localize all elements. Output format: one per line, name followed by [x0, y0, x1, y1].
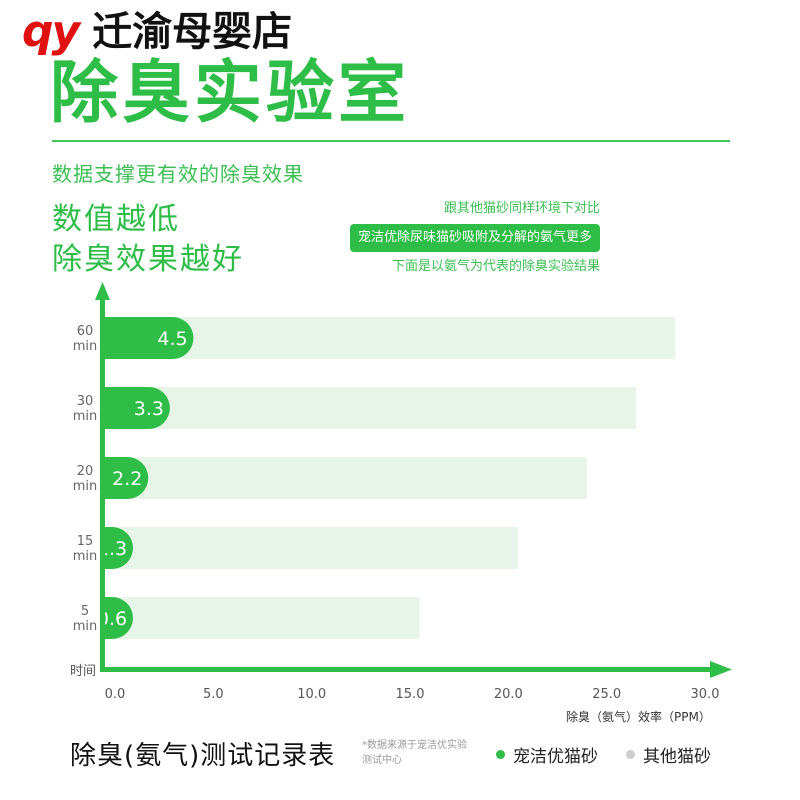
y-tick-label: 30 — [77, 394, 94, 409]
bar-other-litter — [105, 457, 587, 499]
title-divider — [52, 140, 730, 142]
y-tick-label: 5 — [81, 604, 89, 619]
bar-value-label: 2.2 — [112, 468, 142, 490]
y-axis-label: 时间 — [70, 664, 97, 679]
comparison-notes: 跟其他猫砂同样环境下对比 宠洁优除尿味猫砂吸附及分解的氨气更多 下面是以氨气为代… — [300, 198, 600, 278]
y-tick-label: 60 — [77, 324, 94, 339]
bar-brand-litter — [105, 317, 194, 359]
x-tick-label: 0.0 — [105, 687, 126, 702]
legend-dot-other — [626, 750, 635, 759]
bar-brand-litter — [105, 527, 133, 569]
y-tick-unit: min — [73, 409, 98, 424]
slogan-line-2: 除臭效果越好 — [52, 242, 244, 277]
y-tick-unit: min — [73, 479, 98, 494]
shop-brand: qy 迁渝母婴店 — [22, 4, 292, 60]
x-axis-label: 除臭（氨气）效率（PPM） — [566, 710, 711, 724]
y-tick-unit: min — [73, 549, 98, 564]
bar-value-label: 3.3 — [134, 398, 164, 420]
x-tick-label: 10.0 — [297, 687, 326, 702]
y-axis-line — [100, 298, 105, 672]
x-tick-label: 25.0 — [592, 687, 621, 702]
x-tick-label: 20.0 — [494, 687, 523, 702]
footer-source-note: *数据来源于宠洁优实验测试中心 — [362, 740, 467, 766]
bar-value-label: 4.5 — [157, 328, 187, 350]
slogan: 数值越低 除臭效果越好 — [52, 200, 244, 280]
legend-label-other: 其他猫砂 — [643, 747, 711, 767]
x-axis-line — [100, 667, 712, 672]
note-highlight: 宠洁优除尿味猫砂吸附及分解的氨气更多 — [349, 224, 600, 252]
bar-brand-litter — [105, 457, 149, 499]
page-subtitle: 数据支撑更有效的除臭效果 — [52, 162, 304, 186]
bar-brand-litter — [105, 597, 133, 639]
y-tick-unit: min — [73, 339, 98, 354]
y-tick-label: 20 — [77, 464, 94, 479]
y-tick-unit: min — [73, 619, 98, 634]
x-tick-label: 15.0 — [396, 687, 425, 702]
x-axis-arrow — [710, 661, 732, 678]
shop-name: 迁渝母婴店 — [92, 9, 293, 55]
y-axis-arrow — [95, 282, 110, 300]
bar-other-litter — [105, 387, 636, 429]
bar-other-litter — [105, 597, 420, 639]
legend-label-brand: 宠洁优猫砂 — [513, 747, 598, 767]
slogan-line-1: 数值越低 — [52, 202, 180, 237]
x-tick-label: 30.0 — [691, 687, 720, 702]
page-title: 除臭实验室 — [50, 54, 411, 133]
y-tick-label: 15 — [77, 534, 94, 549]
legend-dot-brand — [496, 750, 505, 759]
note-line-3: 下面是以氨气为代表的除臭实验结果 — [391, 259, 600, 274]
bar-other-litter — [105, 317, 676, 359]
bar-other-litter — [105, 527, 518, 569]
bar-brand-litter — [105, 387, 170, 429]
note-line-1: 跟其他猫砂同样环境下对比 — [443, 201, 600, 216]
shop-logo: qy — [22, 6, 80, 57]
footer-title: 除臭(氨气)测试记录表 — [70, 741, 336, 771]
x-tick-label: 5.0 — [203, 687, 224, 702]
chart-legend: 宠洁优猫砂 其他猫砂 — [496, 742, 739, 767]
